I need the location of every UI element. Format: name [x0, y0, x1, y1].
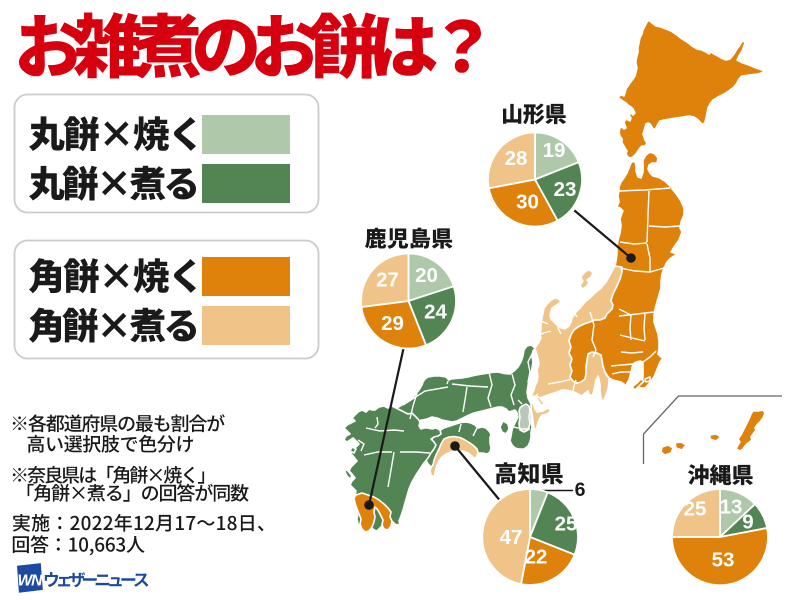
svg-text:24: 24 [424, 301, 447, 324]
svg-text:25: 25 [684, 498, 707, 521]
svg-text:28: 28 [505, 147, 528, 170]
svg-text:13: 13 [720, 496, 743, 519]
svg-text:6: 6 [575, 479, 586, 501]
svg-text:WN: WN [18, 573, 44, 590]
svg-text:47: 47 [500, 526, 523, 549]
svg-text:20: 20 [415, 264, 438, 287]
svg-text:53: 53 [712, 549, 735, 572]
svg-text:27: 27 [376, 269, 399, 292]
svg-text:25: 25 [555, 513, 578, 536]
svg-text:22: 22 [525, 546, 548, 569]
svg-text:9: 9 [742, 511, 753, 534]
svg-text:30: 30 [516, 191, 539, 214]
svg-text:23: 23 [554, 178, 577, 201]
svg-text:19: 19 [543, 139, 566, 162]
svg-text:29: 29 [381, 312, 404, 335]
